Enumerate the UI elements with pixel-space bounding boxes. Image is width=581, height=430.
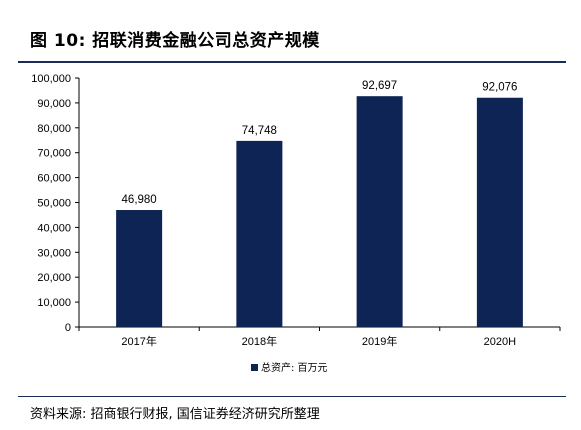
figure-title-bar: 图 10: 招联消费金融公司总资产规模 — [0, 22, 581, 58]
y-tick-label: 50,000 — [37, 198, 71, 210]
x-tick-label: 2018年 — [242, 334, 277, 348]
bar-value-label: 92,697 — [362, 80, 397, 92]
bar — [116, 210, 163, 327]
y-tick-label: 20,000 — [37, 272, 71, 284]
y-axis-ticks: 0 10,000 20,000 30,000 40,000 50,000 60,000 70,… — [31, 73, 79, 334]
y-tick-label: 100,000 — [31, 73, 71, 85]
bar-value-label: 74,748 — [242, 125, 277, 137]
y-tick-label: 80,000 — [37, 123, 71, 135]
bar — [476, 97, 523, 327]
legend-label: 总资产: 百万元 — [261, 361, 328, 374]
legend: 总资产: 百万元 — [251, 361, 328, 374]
y-tick-label: 30,000 — [37, 247, 71, 259]
source-note: 资料来源: 招商银行财报, 国信证券经济研究所整理 — [30, 407, 320, 422]
title-divider — [18, 61, 566, 63]
bar-series — [116, 96, 523, 327]
x-tick-label: 2017年 — [121, 334, 156, 348]
data-labels: 46,980 74,748 92,697 92,076 — [122, 80, 518, 206]
bar — [236, 140, 283, 327]
y-tick-label: 90,000 — [37, 98, 71, 110]
y-tick-label: 60,000 — [37, 173, 71, 185]
y-tick-label: 70,000 — [37, 148, 71, 160]
bar-value-label: 92,076 — [482, 82, 517, 94]
source-divider — [18, 396, 566, 397]
y-tick-label: 40,000 — [37, 222, 71, 234]
x-tick-label: 2019年 — [362, 334, 397, 348]
x-tick-label: 2020H — [484, 336, 516, 348]
bar-value-label: 46,980 — [122, 194, 157, 206]
y-tick-label: 0 — [65, 322, 71, 334]
bar — [356, 96, 403, 327]
figure-title: 图 10: 招联消费金融公司总资产规模 — [30, 31, 320, 51]
y-tick-label: 10,000 — [37, 297, 71, 309]
legend-swatch — [251, 364, 258, 371]
x-axis-labels: 2017年 2018年 2019年 2020H — [78, 327, 561, 348]
